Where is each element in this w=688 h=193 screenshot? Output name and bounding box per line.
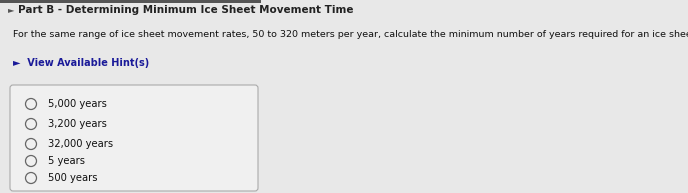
Text: ►: ► bbox=[8, 5, 14, 14]
Text: 5 years: 5 years bbox=[48, 156, 85, 166]
Bar bbox=[0, 0, 261, 3]
Text: 500 years: 500 years bbox=[48, 173, 98, 183]
FancyBboxPatch shape bbox=[10, 85, 258, 191]
Text: For the same range of ice sheet movement rates, 50 to 320 meters per year, calcu: For the same range of ice sheet movement… bbox=[13, 30, 688, 39]
Text: 32,000 years: 32,000 years bbox=[48, 139, 113, 149]
Text: Part B - Determining Minimum Ice Sheet Movement Time: Part B - Determining Minimum Ice Sheet M… bbox=[18, 5, 354, 15]
Text: 5,000 years: 5,000 years bbox=[48, 99, 107, 109]
Text: 3,200 years: 3,200 years bbox=[48, 119, 107, 129]
Text: ►  View Available Hint(s): ► View Available Hint(s) bbox=[13, 58, 149, 68]
